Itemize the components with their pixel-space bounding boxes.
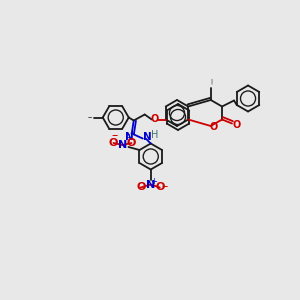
Text: H: H [151,130,158,140]
Text: O: O [109,138,118,148]
Text: O: O [210,122,218,132]
Text: –: – [88,113,92,122]
Text: N: N [125,131,134,142]
Text: –: – [162,180,168,193]
Text: O: O [155,182,164,193]
Text: O: O [136,182,146,193]
Text: –: – [111,130,118,142]
Text: +: + [125,134,132,142]
Text: N: N [118,140,127,150]
Text: |: | [210,79,212,84]
Text: O: O [233,119,241,130]
Text: N: N [143,133,152,142]
Text: O: O [127,138,136,148]
Text: +: + [150,177,157,186]
Text: O: O [151,115,159,124]
Text: N: N [146,179,155,190]
